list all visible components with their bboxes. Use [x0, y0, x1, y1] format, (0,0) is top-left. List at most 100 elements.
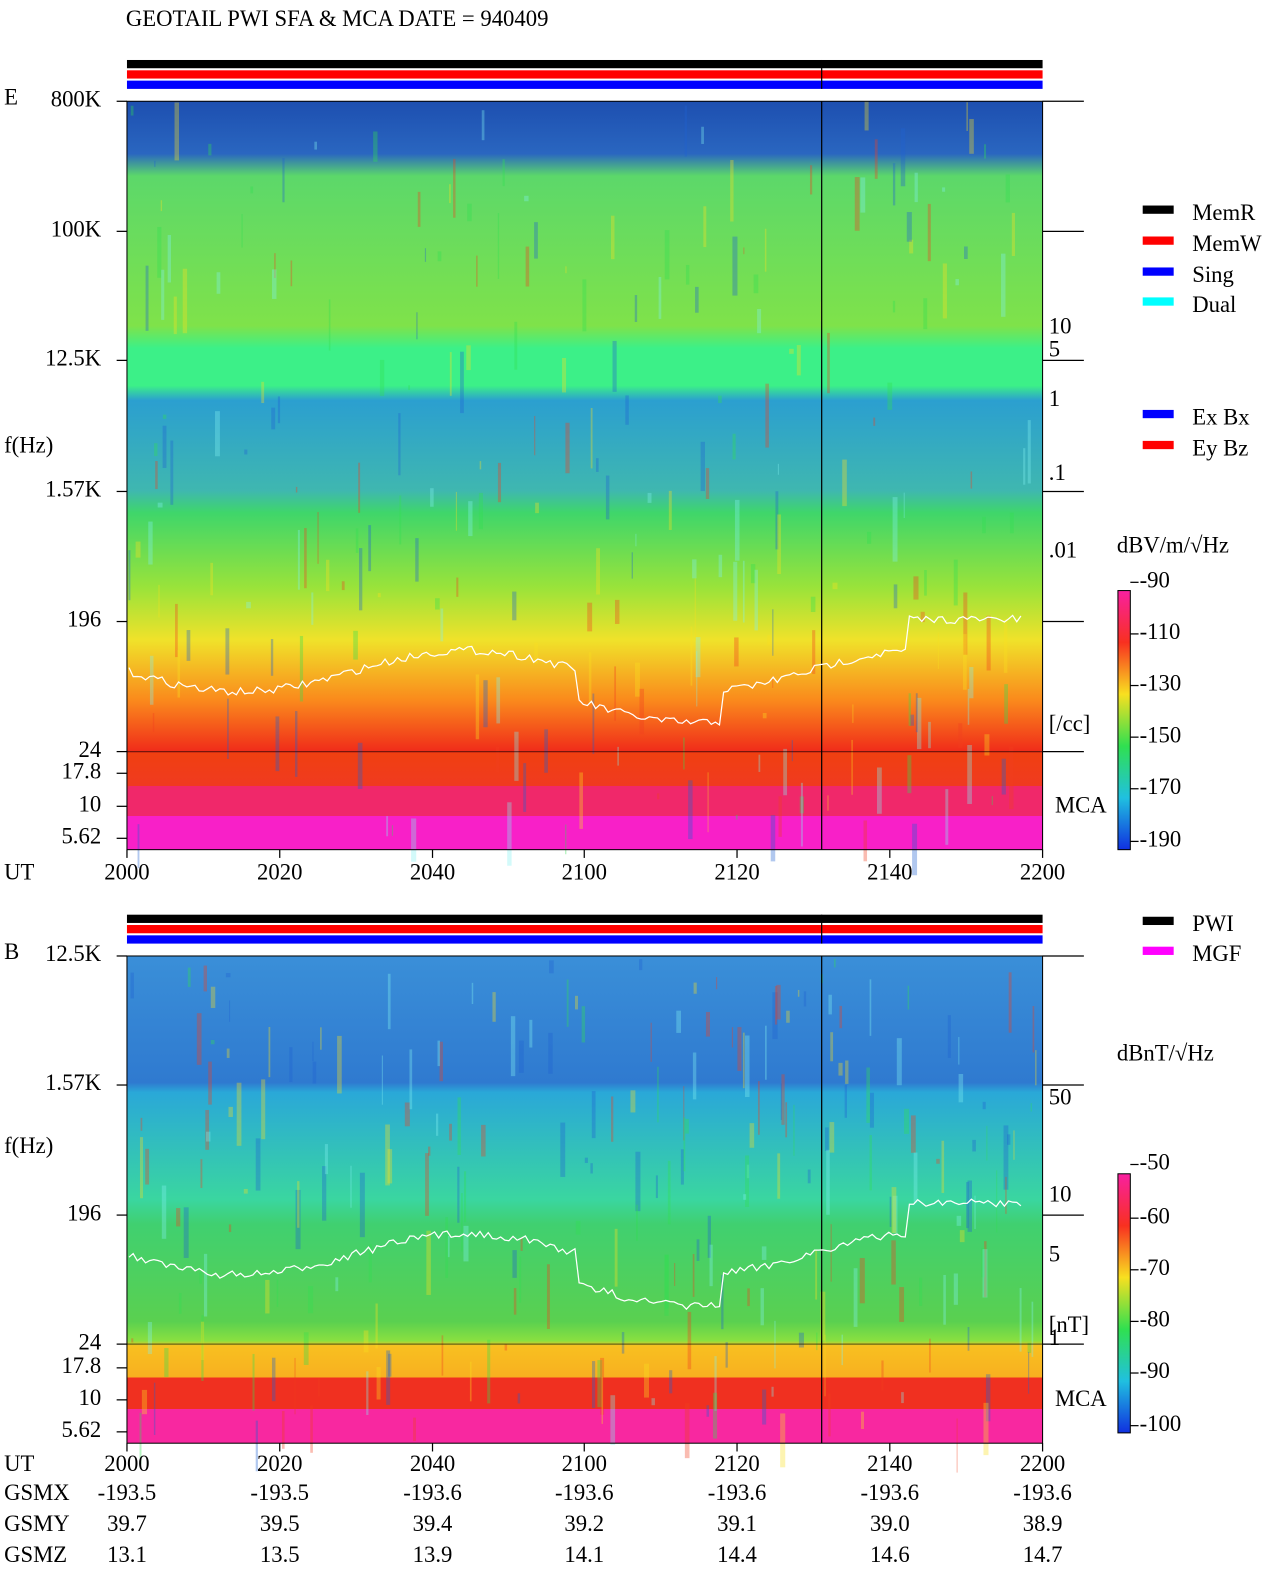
spectrogram-texture [785, 1102, 788, 1138]
y-tick-label: 196 [67, 1200, 101, 1225]
spectrogram-texture [923, 298, 928, 330]
spectrogram-texture [534, 222, 538, 259]
spectrogram-texture [368, 525, 372, 572]
spectrogram-texture [958, 1073, 964, 1103]
spectrogram-texture [869, 1134, 872, 1191]
spectrogram-texture [517, 1393, 521, 1404]
spectrogram-texture [496, 746, 500, 773]
spectrogram-texture [415, 538, 419, 582]
spectrogram-texture [261, 1079, 266, 1140]
spectrogram-texture [635, 533, 637, 547]
spectrogram-texture [942, 187, 946, 192]
spectrogram-texture [791, 740, 793, 762]
spectrogram-texture [205, 1109, 210, 1150]
spectrogram-texture [892, 163, 896, 206]
spectrogram-texture [842, 459, 847, 507]
spectrogram-texture [721, 1274, 724, 1330]
plots: Ef(Hz)800K100K12.5K1.57K1962417.8105.62U… [4, 59, 1262, 1567]
x-axis-title: UT [4, 1451, 34, 1476]
spectrogram-texture [832, 582, 838, 590]
spectrogram-texture [162, 425, 167, 468]
spectrogram-texture [512, 1250, 517, 1278]
spectrogram-texture [864, 101, 869, 131]
spectrogram-texture [798, 1332, 804, 1348]
spectrogram-texture [696, 1239, 700, 1261]
spectrogram-texture [695, 286, 699, 313]
spectrogram-texture [732, 236, 738, 296]
spectrogram-texture [582, 279, 587, 332]
spectrogram-texture [693, 982, 697, 994]
spectrogram-texture [255, 1420, 258, 1472]
spectrogram-texture [889, 1196, 892, 1227]
spectrogram-texture [447, 1235, 450, 1258]
spectrogram-texture [910, 714, 915, 726]
orbit-row-name: GSMZ [4, 1542, 67, 1567]
mca-label: MCA [1055, 1386, 1107, 1411]
orbit-value: 14.4 [717, 1542, 757, 1567]
spectrogram-texture [310, 1405, 313, 1453]
spectrogram-texture [440, 608, 444, 642]
spectrogram-texture [982, 516, 986, 534]
spectrogram-texture [892, 300, 896, 313]
spectrogram-texture [789, 348, 794, 354]
spectrogram-texture [984, 144, 987, 159]
colorbar-tick-label: -110 [1140, 619, 1181, 644]
spectrogram-texture [216, 272, 221, 294]
spectrogram-texture [130, 972, 134, 999]
orbit-row-name: GSMY [4, 1511, 70, 1536]
density-label: .1 [1049, 460, 1066, 485]
spectrogram-texture [449, 352, 452, 396]
spectrogram-texture [176, 1208, 181, 1227]
spectrogram-texture [956, 1215, 962, 1226]
legend-label: PWI [1192, 911, 1234, 936]
spectrogram-texture [466, 345, 471, 371]
spectrogram-texture [838, 1062, 843, 1076]
spectrogram-texture [497, 213, 500, 279]
spectrogram-texture [435, 598, 440, 610]
spectrogram-texture [777, 1153, 781, 1199]
spectrogram-texture [636, 1204, 638, 1241]
spectrogram-texture [685, 264, 690, 285]
spectrogram-texture [828, 994, 832, 1015]
spectrogram-texture [1019, 1288, 1022, 1352]
spectrogram-texture [469, 1361, 472, 1402]
spectrogram-texture [404, 1102, 410, 1127]
orbit-value: -193.6 [708, 1480, 767, 1505]
spectrogram-texture [183, 1207, 189, 1258]
spectrogram-texture [504, 1344, 508, 1351]
spectrogram-texture [341, 581, 345, 591]
spectrogram-texture [901, 1392, 904, 1404]
spectrogram-texture [1003, 619, 1008, 673]
spectrogram-texture [479, 461, 482, 470]
spectrogram-texture [799, 796, 804, 814]
x-tick-label: 2140 [867, 1451, 912, 1476]
spectrogram-texture [674, 1262, 676, 1286]
spectrogram-texture [359, 1172, 365, 1238]
spectrogram-texture [135, 541, 141, 558]
spectrogram-texture [357, 742, 363, 789]
spectrogram-texture [913, 576, 919, 600]
spectrogram-texture [734, 499, 740, 561]
spectrogram-texture [778, 796, 782, 837]
spectrogram-texture [601, 1377, 603, 1424]
spectrogram-texture [772, 609, 774, 656]
spectrogram-texture [605, 475, 610, 520]
x-tick-label: 2020 [257, 860, 302, 885]
spectrogram-texture [463, 1225, 469, 1262]
spectrogram-texture [746, 1164, 750, 1179]
spectrogram-texture [969, 118, 974, 154]
spectrogram-texture [275, 716, 280, 772]
spectrogram-texture [767, 635, 771, 646]
colorbar-tick-label: -90 [1140, 1358, 1170, 1383]
spectrogram-texture [924, 570, 927, 596]
spectrogram-texture [881, 1360, 884, 1391]
spectrogram-texture [610, 1395, 616, 1446]
spectrogram-texture [667, 1160, 671, 1225]
spectrogram-texture [676, 1010, 681, 1033]
spectrogram-texture [907, 755, 912, 794]
spectrogram-texture [441, 1335, 444, 1376]
legend-swatch [1142, 946, 1174, 955]
spectrogram-texture [153, 1382, 156, 1436]
spectrogram-texture [130, 105, 134, 116]
spectrogram-texture [745, 1155, 750, 1207]
